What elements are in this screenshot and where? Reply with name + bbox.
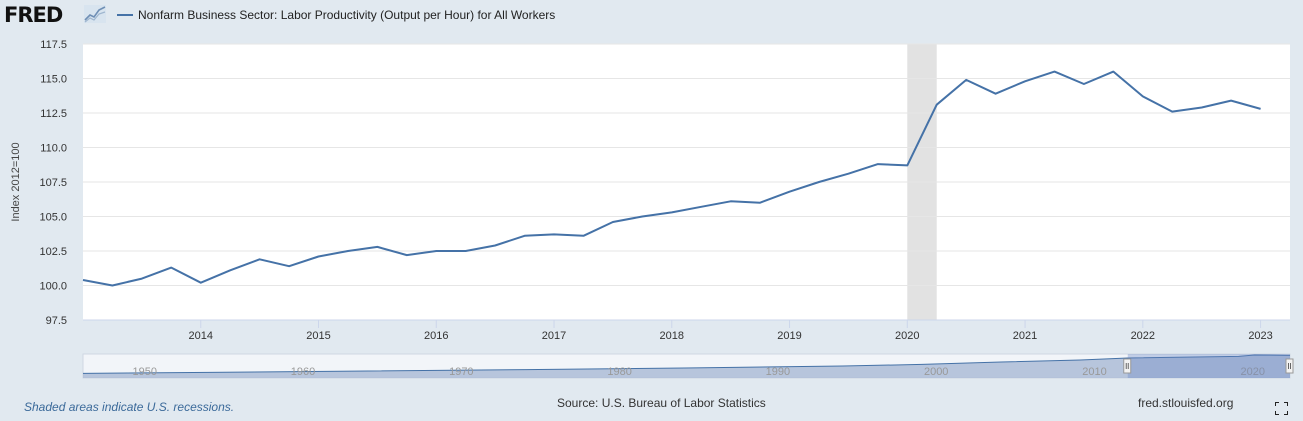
legend-series-label[interactable]: Nonfarm Business Sector: Labor Productiv… bbox=[138, 8, 556, 22]
x-tick-label: 2017 bbox=[542, 330, 566, 342]
y-axis-title: Index 2012=100 bbox=[10, 142, 22, 221]
y-tick-label: 102.5 bbox=[39, 246, 67, 258]
legend-series-swatch bbox=[117, 14, 133, 16]
navigator-year-label: 2020 bbox=[1241, 366, 1265, 378]
x-tick-label: 2018 bbox=[660, 330, 684, 342]
y-tick-label: 105.0 bbox=[39, 212, 67, 224]
x-tick-label: 2023 bbox=[1248, 330, 1272, 342]
source-credit: Source: U.S. Bureau of Labor Statistics bbox=[557, 396, 766, 410]
y-tick-label: 97.5 bbox=[46, 315, 67, 327]
navigator-year-label: 1990 bbox=[766, 366, 790, 378]
handle-grip bbox=[1123, 358, 1132, 374]
handle-grip bbox=[1285, 358, 1294, 374]
x-tick-label: 2022 bbox=[1131, 330, 1155, 342]
navigator-series-line bbox=[82, 354, 1291, 374]
y-tick-label: 107.5 bbox=[39, 177, 67, 189]
plot-area: 97.5 100.0 102.5 105.0 107.5 110.0 112.5 115.0 1… bbox=[10, 39, 1290, 342]
navigator-selection bbox=[1127, 354, 1290, 378]
navigator-year-label: 2010 bbox=[1082, 366, 1106, 378]
x-tick-label: 2014 bbox=[189, 330, 213, 342]
navigator-year-label: 2000 bbox=[924, 366, 948, 378]
navigator-year-label: 1980 bbox=[607, 366, 631, 378]
x-tick-label: 2015 bbox=[306, 330, 330, 342]
y-tick-label: 112.5 bbox=[40, 108, 67, 120]
x-tick-label: 2016 bbox=[424, 330, 448, 342]
navigator-left-handle[interactable] bbox=[1123, 358, 1132, 374]
range-navigator[interactable]: 1950 1960 1970 1980 1990 2000 2010 2020 bbox=[82, 353, 1294, 379]
y-tick-label: 110.0 bbox=[40, 143, 67, 155]
y-tick-label: 115.0 bbox=[40, 74, 67, 86]
x-tick-label: 2019 bbox=[777, 330, 801, 342]
chart-trend-icon bbox=[84, 5, 106, 23]
fullscreen-icon[interactable] bbox=[1275, 402, 1288, 415]
navigator-year-label: 1950 bbox=[132, 366, 156, 378]
site-link[interactable]: fred.stlouisfed.org bbox=[1138, 396, 1234, 410]
series-line bbox=[82, 70, 1261, 287]
x-tick-label: 2021 bbox=[1013, 330, 1037, 342]
navigator-year-label: 1960 bbox=[291, 366, 315, 378]
navigator-right-handle[interactable] bbox=[1285, 358, 1294, 374]
y-tick-label: 100.0 bbox=[39, 281, 67, 293]
recession-note: Shaded areas indicate U.S. recessions. bbox=[24, 400, 235, 414]
chart-header: FRED Nonfarm Business Sector: Labor Prod… bbox=[0, 0, 1303, 32]
x-tick-label: 2020 bbox=[895, 330, 919, 342]
navigator-year-label: 1970 bbox=[449, 366, 473, 378]
fred-logo[interactable]: FRED bbox=[4, 3, 63, 27]
y-tick-label: 117.5 bbox=[40, 39, 67, 51]
navigator-series-area bbox=[83, 355, 1290, 378]
